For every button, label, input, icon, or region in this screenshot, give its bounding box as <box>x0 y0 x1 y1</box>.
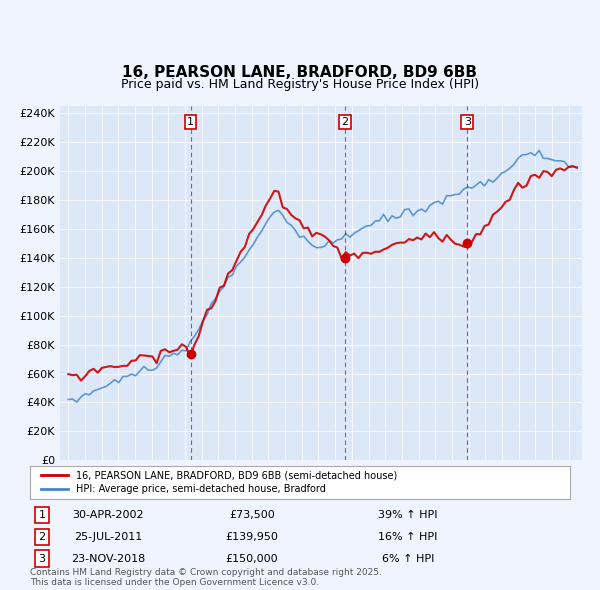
Text: Contains HM Land Registry data © Crown copyright and database right 2025.
This d: Contains HM Land Registry data © Crown c… <box>30 568 382 587</box>
Text: 1: 1 <box>187 117 194 127</box>
Text: HPI: Average price, semi-detached house, Bradford: HPI: Average price, semi-detached house,… <box>76 484 326 494</box>
Text: 16% ↑ HPI: 16% ↑ HPI <box>379 532 437 542</box>
Text: 1: 1 <box>38 510 46 520</box>
Text: Price paid vs. HM Land Registry's House Price Index (HPI): Price paid vs. HM Land Registry's House … <box>121 78 479 91</box>
Text: 2: 2 <box>38 532 46 542</box>
Text: 2: 2 <box>341 117 349 127</box>
Text: £139,950: £139,950 <box>226 532 278 542</box>
Text: £73,500: £73,500 <box>229 510 275 520</box>
Text: 16, PEARSON LANE, BRADFORD, BD9 6BB: 16, PEARSON LANE, BRADFORD, BD9 6BB <box>122 65 478 80</box>
Text: 16, PEARSON LANE, BRADFORD, BD9 6BB (semi-detached house): 16, PEARSON LANE, BRADFORD, BD9 6BB (sem… <box>76 470 397 480</box>
Text: 3: 3 <box>38 554 46 563</box>
Text: 6% ↑ HPI: 6% ↑ HPI <box>382 554 434 563</box>
Text: £150,000: £150,000 <box>226 554 278 563</box>
Text: 25-JUL-2011: 25-JUL-2011 <box>74 532 142 542</box>
Text: 23-NOV-2018: 23-NOV-2018 <box>71 554 145 563</box>
Text: 30-APR-2002: 30-APR-2002 <box>72 510 144 520</box>
Text: 3: 3 <box>464 117 471 127</box>
Text: 39% ↑ HPI: 39% ↑ HPI <box>378 510 438 520</box>
